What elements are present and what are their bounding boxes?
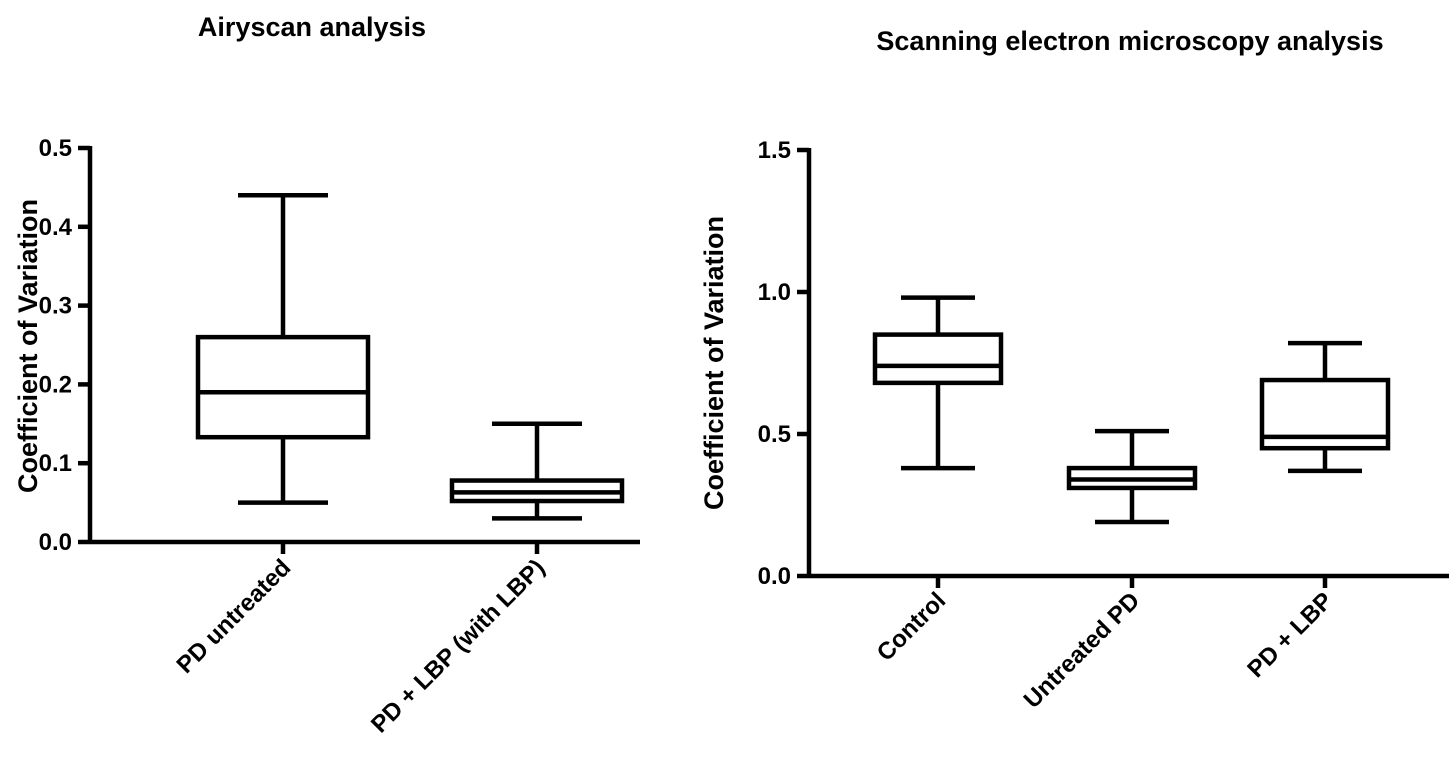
box-1 (1066, 428, 1198, 525)
y-tick-label: 0.4 (39, 214, 73, 241)
y-tick-label: 0.3 (39, 293, 72, 320)
chart-title: Scanning electron microscopy analysis (876, 26, 1383, 56)
y-axis-label: Coefficient of Variation (699, 216, 729, 510)
iqr-box (195, 334, 371, 440)
x-tick-label: PD + LBP (1242, 587, 1338, 683)
y-tick-label: 0.5 (758, 421, 791, 448)
plot-area: 0.0 0.1 0.2 0.3 0.4 0.5 PD untreated PD + LBP (… (39, 135, 640, 738)
y-tick-label: 0.5 (39, 135, 72, 162)
chart-title: Airyscan analysis (198, 12, 426, 42)
x-tick-label: Control (872, 587, 951, 666)
y-tick-label: 0.2 (39, 371, 72, 398)
iqr-box (872, 332, 1004, 386)
y-axis-label: Coefficient of Variation (13, 199, 43, 493)
x-tick-label: Untreated PD (1019, 587, 1146, 714)
y-tick-label: 1.5 (758, 137, 791, 164)
airyscan-chart: Airyscan analysis Coefficient of Variati… (13, 12, 640, 738)
y-tick-label: 0.1 (39, 450, 72, 477)
x-tick-label: PD untreated (172, 554, 297, 679)
y-tick-label: 0.0 (39, 529, 72, 556)
y-tick-label: 1.0 (758, 279, 791, 306)
box-2 (1259, 340, 1391, 474)
box-0 (195, 193, 371, 505)
x-tick-label: PD + LBP (with LBP) (366, 554, 550, 738)
box-1 (449, 421, 625, 521)
plot-area: 0.0 0.5 1.0 1.5 Control Untreated PD PD + LBP (758, 137, 1449, 714)
y-tick-label: 0.0 (758, 563, 791, 590)
box-0 (872, 295, 1004, 471)
sem-chart: Scanning electron microscopy analysis Co… (699, 26, 1449, 714)
